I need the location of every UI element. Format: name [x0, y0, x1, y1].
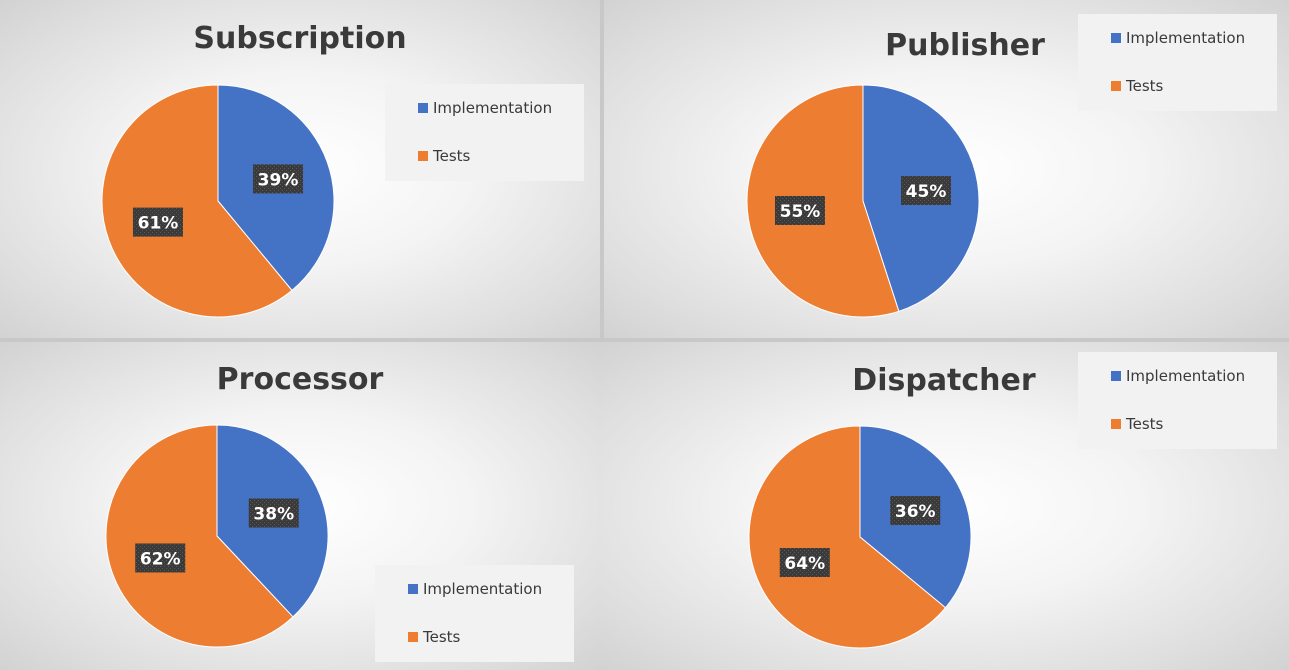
data-label-text: 55%: [780, 202, 821, 222]
legend-label-tests: Tests: [422, 628, 461, 646]
pie-slice-tests: [748, 425, 947, 649]
legend-swatch-tests: [1111, 81, 1121, 91]
pie-chart-publisher: Publisher 45% 55% Implementation Tests: [746, 14, 1277, 318]
data-label-text: 38%: [253, 505, 294, 525]
pie-slice-tests: [101, 84, 293, 318]
data-label-tests: 62%: [135, 543, 186, 573]
legend-label-tests: Tests: [1125, 415, 1164, 433]
legend: Implementation Tests: [1078, 352, 1277, 449]
data-label-text: 39%: [258, 170, 299, 190]
chart-panel-subscription: Subscription 39% 61% Implementation Tests: [0, 0, 600, 338]
data-label-implementation: 45%: [901, 176, 952, 206]
pie-chart-processor: Processor 38% 62% Implementation Tests: [105, 362, 574, 662]
chart-panel-processor: Processor 38% 62% Implementation Tests: [0, 342, 600, 670]
data-label-implementation: 39%: [253, 164, 304, 194]
legend-label-implementation: Implementation: [1126, 367, 1245, 385]
chart-title: Publisher: [885, 28, 1045, 63]
legend: Implementation Tests: [375, 565, 574, 662]
data-label-text: 64%: [784, 554, 825, 574]
data-label-text: 61%: [138, 214, 179, 234]
legend-swatch-implementation: [1111, 371, 1121, 381]
pie-chart-subscription: Subscription 39% 61% Implementation Tests: [101, 21, 584, 318]
legend-label-implementation: Implementation: [433, 99, 552, 117]
legend: Implementation Tests: [385, 84, 584, 181]
legend-swatch-tests: [408, 632, 418, 642]
data-label-text: 45%: [906, 182, 947, 202]
legend-swatch-implementation: [1111, 33, 1121, 43]
chart-panel-dispatcher: Dispatcher 36% 64% Implementation Tests: [600, 342, 1289, 670]
legend-label-implementation: Implementation: [423, 580, 542, 598]
legend-swatch-tests: [418, 151, 428, 161]
data-label-implementation: 36%: [890, 496, 941, 526]
data-label-text: 62%: [140, 549, 181, 569]
data-label-tests: 64%: [779, 547, 830, 577]
legend-swatch-implementation: [408, 584, 418, 594]
legend-label-tests: Tests: [432, 147, 471, 165]
data-label-text: 36%: [895, 502, 936, 522]
legend-swatch-implementation: [418, 103, 428, 113]
legend-label-tests: Tests: [1125, 77, 1164, 95]
chart-title: Processor: [217, 362, 384, 397]
pie-chart-dispatcher: Dispatcher 36% 64% Implementation Tests: [748, 352, 1277, 649]
pie-slice-tests: [105, 424, 294, 648]
data-label-tests: 55%: [774, 195, 825, 225]
legend-label-implementation: Implementation: [1126, 29, 1245, 47]
legend-swatch-tests: [1111, 419, 1121, 429]
data-label-implementation: 38%: [248, 498, 299, 528]
chart-title: Dispatcher: [852, 363, 1036, 398]
chart-title: Subscription: [193, 21, 406, 56]
chart-panel-publisher: Publisher 45% 55% Implementation Tests: [604, 0, 1289, 338]
data-label-tests: 61%: [132, 207, 183, 237]
legend: Implementation Tests: [1078, 14, 1277, 111]
